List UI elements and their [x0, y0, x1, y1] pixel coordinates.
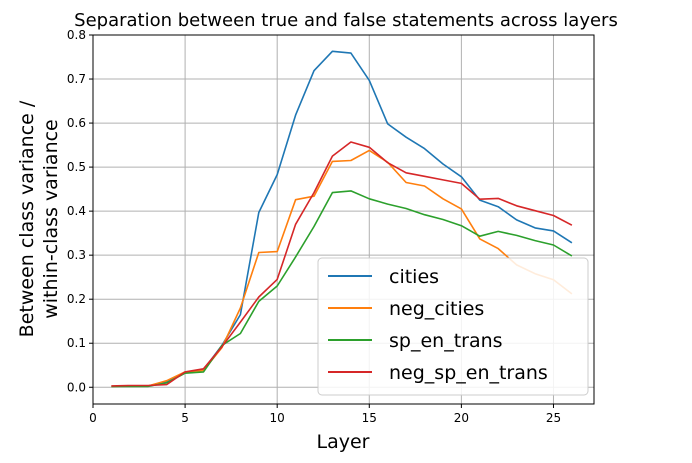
legend-box	[317, 257, 589, 396]
y-tick-label: 0.2	[67, 292, 86, 306]
x-tick-label: 0	[89, 411, 97, 425]
x-tick-label: 15	[362, 411, 377, 425]
plot-frame	[92, 34, 595, 405]
series-lines	[111, 50, 573, 388]
series-line-sp-en-trans	[111, 190, 573, 388]
x-tick-label: 25	[546, 411, 561, 425]
y-tick-label: 0.6	[67, 116, 86, 130]
y-ticks: 0.0 0.1 0.2 0.3 0.4 0.5 0.6 0.7 0.8	[67, 28, 93, 394]
y-axis-label-line-1: Between class variance /	[16, 100, 38, 337]
series-line-neg-sp-en-trans	[111, 141, 573, 387]
grid	[92, 34, 594, 404]
y-axis-label-line-2: within-class variance	[40, 119, 62, 319]
y-tick-label: 0.8	[67, 28, 86, 42]
x-tick-label: 10	[270, 411, 285, 425]
x-axis-label: Layer	[317, 431, 370, 453]
y-tick-label: 0.7	[67, 72, 86, 86]
x-tick-label: 20	[454, 411, 469, 425]
legend-label-neg-sp-en-trans: neg_sp_en_trans	[389, 362, 548, 384]
y-tick-label: 0.0	[67, 380, 86, 394]
chart-title: Separation between true and false statem…	[74, 10, 618, 31]
y-tick-label: 0.1	[67, 336, 86, 350]
x-ticks: 0 5 10 15 20 25	[89, 404, 561, 425]
legend-label-neg-cities: neg_cities	[389, 298, 484, 320]
y-tick-label: 0.5	[67, 160, 86, 174]
y-tick-label: 0.3	[67, 248, 86, 262]
x-tick-label: 5	[181, 411, 189, 425]
legend: cities neg_cities sp_en_trans neg_sp_en_tra…	[317, 257, 589, 396]
y-tick-label: 0.4	[67, 204, 86, 218]
legend-label-cities: cities	[389, 266, 439, 288]
legend-label-sp-en-trans: sp_en_trans	[389, 330, 503, 352]
